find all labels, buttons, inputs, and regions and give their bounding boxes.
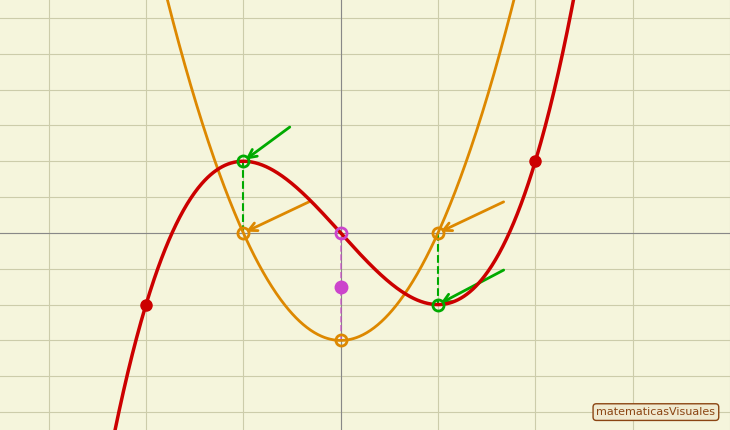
Text: matematicasVisuales: matematicasVisuales bbox=[596, 407, 715, 417]
